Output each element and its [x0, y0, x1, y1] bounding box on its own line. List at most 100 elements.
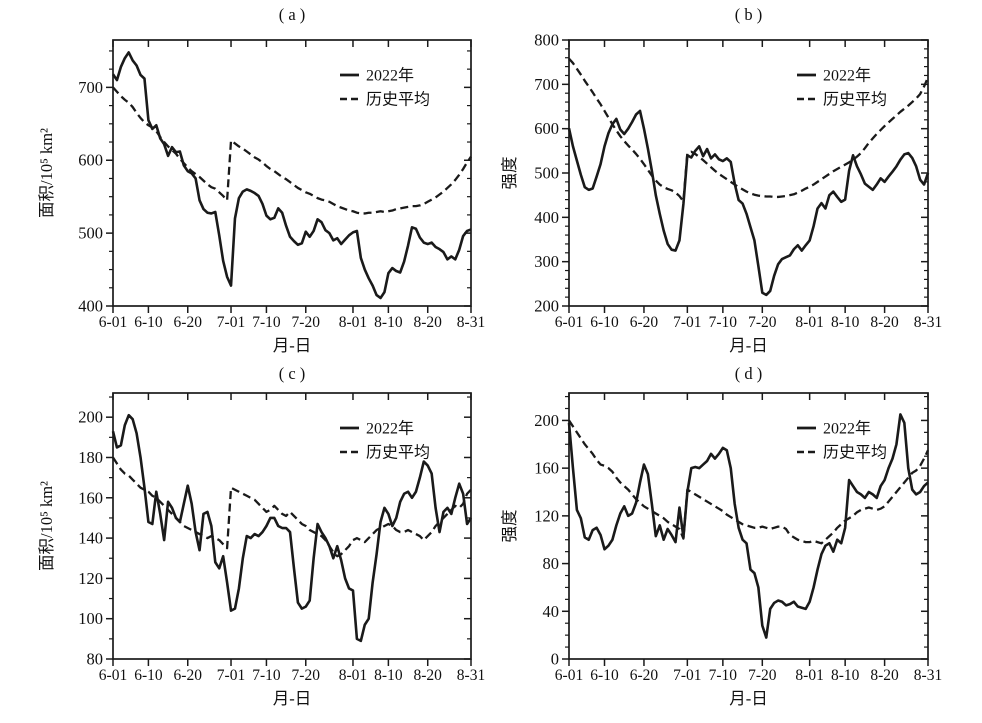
panel-b: 6-01 6-10 6-20 7-01 7-10 7-20 8-01 8-10 8-20 8-31…	[491, 0, 982, 359]
x-tick-label: 6-01	[555, 667, 583, 684]
y-tick-label: 300	[534, 252, 559, 271]
x-tick-label: 6-10	[134, 314, 163, 331]
x-axis-label: 月-日	[729, 689, 768, 708]
x-tick-label: 8-20	[414, 667, 443, 684]
legend-2022-label: 2022年	[366, 420, 414, 438]
x-tick-label: 8-01	[339, 667, 367, 684]
y-tick-label: 500	[534, 164, 559, 183]
x-tick-label: 7-01	[217, 314, 245, 331]
legend-history-label: 历史平均	[366, 444, 430, 462]
panel-title: ( c )	[279, 364, 306, 383]
chart-d: 6-01 6-10 6-20 7-01 7-10 7-20 8-01 8-10 8-20 8-31…	[500, 364, 942, 708]
legend-history-label: 历史平均	[823, 444, 887, 462]
x-tick-label: 7-10	[252, 667, 281, 684]
x-axis-label: 月-日	[273, 689, 312, 708]
y-tick-label: 500	[78, 224, 103, 243]
x-tick-label: 8-20	[870, 667, 899, 684]
x-tick-label: 6-01	[99, 314, 127, 331]
series-2022-line	[111, 51, 472, 300]
y-tick-label: 800	[534, 31, 559, 50]
chart-a: 6-01 6-10 6-20 7-01 7-10 7-20 8-01 8-10 8-20 8-31…	[37, 5, 485, 355]
x-tick-label: 7-01	[217, 667, 245, 684]
series-history-line	[568, 57, 930, 203]
y-tick-label: 200	[78, 408, 103, 427]
x-tick-label: 6-01	[99, 667, 127, 684]
y-axis-label: 面积/10⁵ km²	[37, 481, 56, 571]
x-tick-label: 6-20	[174, 314, 203, 331]
x-tick-label: 8-31	[457, 667, 485, 684]
x-tick-label: 6-10	[134, 667, 163, 684]
x-tick-label: 8-01	[795, 667, 823, 684]
y-axis-label: 强度	[500, 157, 519, 190]
plot-frame	[568, 392, 929, 660]
y-tick-label: 160	[78, 488, 103, 507]
x-tick-label: 6-01	[555, 314, 583, 331]
x-tick-label: 7-20	[748, 314, 777, 331]
x-tick-label: 7-10	[252, 314, 281, 331]
y-axis-label: 面积/10⁵ km²	[37, 128, 56, 218]
x-tick-label: 6-20	[630, 667, 659, 684]
y-tick-label: 600	[78, 151, 103, 170]
y-tick-label: 140	[78, 529, 103, 548]
x-axis-label: 月-日	[729, 336, 768, 355]
series-2022-line	[567, 413, 929, 639]
x-tick-label: 8-10	[831, 667, 860, 684]
x-tick-label: 8-31	[457, 314, 485, 331]
x-tick-label: 8-01	[795, 314, 823, 331]
x-tick-label: 8-31	[914, 667, 942, 684]
x-tick-label: 8-10	[374, 667, 403, 684]
series-history-line	[112, 456, 472, 558]
panel-title: ( d )	[735, 364, 763, 383]
y-tick-label: 100	[78, 609, 103, 628]
x-tick-label: 6-10	[590, 667, 619, 684]
y-tick-label: 40	[543, 602, 560, 621]
series-history-line	[568, 419, 930, 545]
x-tick-label: 8-10	[831, 314, 860, 331]
y-tick-label: 700	[534, 75, 559, 94]
y-tick-label: 400	[534, 208, 559, 227]
y-tick-label: 600	[534, 119, 559, 138]
x-tick-label: 6-20	[174, 667, 203, 684]
panel-d: 6-01 6-10 6-20 7-01 7-10 7-20 8-01 8-10 8-20 8-31…	[491, 359, 982, 718]
legend-2022-label: 2022年	[366, 67, 414, 85]
x-tick-label: 7-20	[292, 314, 321, 331]
x-tick-label: 7-01	[673, 314, 701, 331]
chart-b: 6-01 6-10 6-20 7-01 7-10 7-20 8-01 8-10 8-20 8-31…	[500, 5, 942, 355]
plot-frame	[568, 39, 929, 307]
x-tick-label: 7-10	[709, 667, 738, 684]
x-tick-label: 7-20	[292, 667, 321, 684]
series-2022-line	[567, 109, 930, 297]
y-tick-label: 80	[87, 650, 104, 669]
legend-history-label: 历史平均	[366, 91, 430, 109]
x-tick-label: 7-10	[709, 314, 738, 331]
x-tick-label: 8-31	[914, 314, 942, 331]
y-tick-label: 180	[78, 448, 103, 467]
x-tick-label: 8-20	[870, 314, 899, 331]
panel-c: 6-01 6-10 6-20 7-01 7-10 7-20 8-01 8-10 8-20 8-31…	[0, 359, 491, 718]
y-axis-label: 强度	[500, 510, 519, 543]
y-tick-label: 200	[534, 411, 559, 430]
x-tick-label: 8-10	[374, 314, 403, 331]
y-tick-label: 700	[78, 78, 103, 97]
y-tick-label: 200	[534, 297, 559, 316]
x-tick-label: 8-20	[414, 314, 443, 331]
x-tick-label: 7-01	[673, 667, 701, 684]
y-tick-label: 0	[551, 650, 559, 669]
y-tick-label: 120	[534, 506, 559, 525]
panel-a: 6-01 6-10 6-20 7-01 7-10 7-20 8-01 8-10 8-20 8-31…	[0, 0, 491, 359]
series-2022-line	[111, 413, 473, 643]
x-tick-label: 7-20	[748, 667, 777, 684]
legend-2022-label: 2022年	[823, 420, 871, 438]
legend-history-label: 历史平均	[823, 91, 887, 109]
y-tick-label: 120	[78, 569, 103, 588]
panel-title: ( a )	[279, 5, 306, 24]
series-history-line	[112, 86, 472, 215]
x-tick-label: 8-01	[339, 314, 367, 331]
x-tick-label: 6-10	[590, 314, 619, 331]
y-tick-label: 400	[78, 297, 103, 316]
legend-2022-label: 2022年	[823, 67, 871, 85]
plot-frame	[112, 39, 472, 307]
panel-title: ( b )	[735, 5, 763, 24]
plot-frame	[112, 392, 472, 660]
